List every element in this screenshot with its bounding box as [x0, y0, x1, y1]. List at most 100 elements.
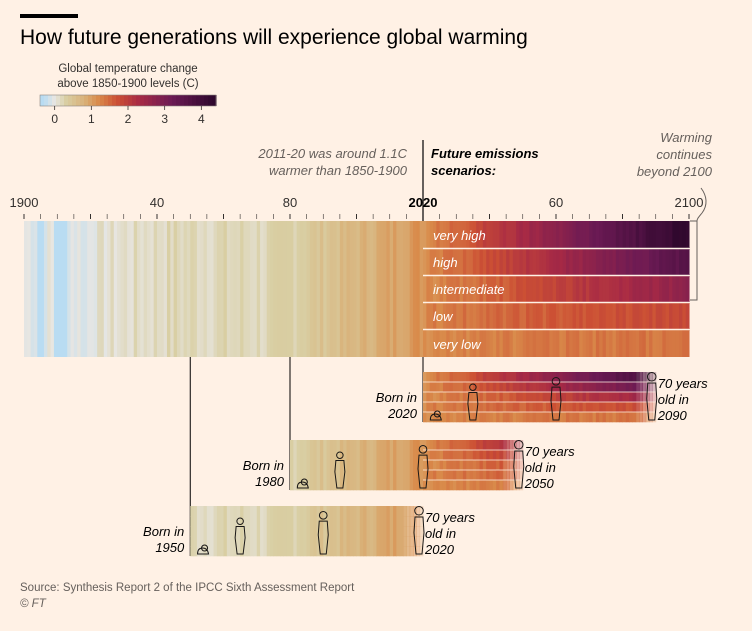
generation-cell — [339, 516, 344, 527]
heat-year-column — [190, 221, 195, 357]
generation-cell — [442, 480, 447, 491]
generation-cell — [565, 392, 570, 403]
generation-cell — [542, 372, 547, 383]
scenario-cell — [526, 249, 530, 275]
elder-figure-icon — [513, 440, 525, 489]
generation-cell — [333, 440, 338, 451]
scenario-cell — [635, 221, 640, 248]
generation-cell — [243, 516, 248, 527]
scenario-cell — [665, 330, 670, 357]
generation-cell — [562, 412, 567, 423]
generation-cell — [276, 536, 281, 547]
heat-year-column — [150, 221, 155, 357]
legend-swatch — [80, 95, 85, 106]
generation-cell — [290, 470, 294, 481]
heat-year-column — [349, 221, 354, 357]
generation-cell — [552, 372, 557, 383]
scenario-cell — [532, 330, 537, 357]
heat-year-column — [173, 221, 178, 357]
scenario-cell — [582, 249, 587, 275]
heat-year-column — [90, 221, 95, 357]
generation-cell — [506, 440, 510, 451]
heat-year-column — [299, 221, 304, 357]
scenario-cell — [665, 303, 670, 329]
scenario-cell — [472, 276, 477, 302]
heat-year-column — [366, 221, 371, 357]
generation-cell — [436, 392, 441, 403]
generation-cell — [236, 536, 241, 547]
generation-cell — [379, 516, 384, 527]
scenario-cell — [472, 330, 477, 357]
generation-cell — [293, 506, 298, 517]
generation-cell — [386, 536, 391, 547]
generation-cell — [403, 546, 407, 557]
generation-cell — [439, 460, 444, 471]
scenario-cell — [466, 330, 471, 357]
scenario-cell — [589, 249, 594, 275]
scenario-label: very high — [433, 228, 486, 243]
scenario-cell — [479, 303, 484, 329]
scenario-cell — [652, 249, 657, 275]
scenario-cell — [562, 221, 567, 248]
generation-cell — [389, 516, 394, 527]
generation-cell — [439, 392, 444, 403]
generation-cell — [329, 480, 334, 491]
heat-year-column — [93, 221, 98, 357]
scenario-cell — [569, 330, 574, 357]
generation-cell — [363, 450, 367, 461]
scenario-cell — [436, 221, 441, 248]
age-label-line2: old in — [425, 526, 456, 541]
generation-cell — [429, 382, 434, 393]
generation-cell — [479, 392, 484, 403]
generation-cell — [336, 460, 341, 471]
generation-cell — [436, 460, 441, 471]
scenario-cell — [585, 330, 590, 357]
generation-cell — [389, 480, 394, 491]
generation-cell — [556, 412, 560, 423]
generation-cell — [379, 440, 384, 451]
scenario-cell — [635, 276, 640, 302]
generation-cell — [592, 412, 597, 423]
generation-cell — [486, 412, 491, 423]
generation-cell — [409, 460, 414, 471]
generation-cell — [333, 546, 338, 557]
generation-cell — [416, 516, 421, 527]
generation-cell — [585, 402, 590, 413]
scenario-cell — [685, 330, 690, 357]
heat-year-column — [396, 221, 401, 357]
generation-cell — [572, 402, 577, 413]
generation-cell — [399, 516, 404, 527]
scenario-cell — [456, 303, 461, 329]
generation-cell — [432, 480, 437, 491]
generation-cell — [299, 450, 304, 461]
heat-year-column — [27, 221, 32, 357]
generation-cell — [589, 392, 594, 403]
generation-cell — [263, 506, 268, 517]
generation-cell — [393, 450, 397, 461]
generation-cell — [386, 470, 391, 481]
scenario-cell — [682, 221, 687, 248]
scenario-cell — [639, 303, 643, 329]
legend-swatch — [212, 95, 217, 106]
generation-cell — [296, 470, 301, 481]
generation-cell — [190, 506, 195, 517]
generation-cell — [423, 480, 427, 491]
generation-cell — [303, 470, 308, 481]
heat-year-column — [413, 221, 417, 357]
generation-cell — [506, 412, 510, 423]
generation-cell — [595, 412, 600, 423]
generation-cell — [293, 470, 298, 481]
generation-cell — [356, 516, 361, 527]
scenario-cell — [595, 249, 600, 275]
age-label-line3: 2020 — [424, 542, 455, 557]
scenario-cell — [456, 276, 461, 302]
copyright: © FT — [20, 598, 46, 610]
scenario-cell — [682, 249, 687, 275]
scenario-cell — [612, 221, 617, 248]
generation-cell — [509, 470, 514, 481]
born-label-line1: Born in — [376, 390, 417, 405]
generation-cell — [542, 402, 547, 413]
generation-cell — [619, 402, 624, 413]
generation-cell — [226, 506, 231, 517]
